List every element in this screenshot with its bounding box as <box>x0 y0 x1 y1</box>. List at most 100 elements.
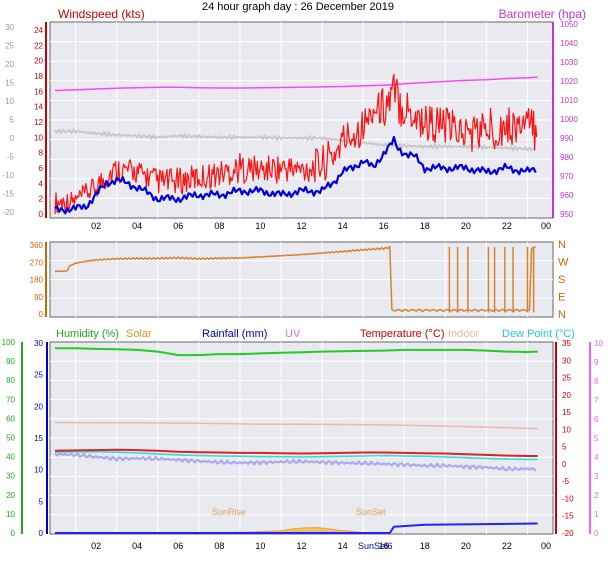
axis-tick-label: 30 <box>5 23 14 32</box>
axis-tick-label: 960 <box>560 191 574 200</box>
humidity-line <box>55 347 538 357</box>
x-tick-label: 00 <box>541 541 551 551</box>
axis-tick-label: 10 <box>5 97 14 106</box>
compass-label: S <box>558 274 565 286</box>
axis-tick-label: -15 <box>2 190 14 199</box>
x-tick-label: 18 <box>420 541 430 551</box>
rainfall-line <box>55 522 538 534</box>
humidity-grid <box>50 342 553 534</box>
x-tick-label: 04 <box>132 221 142 231</box>
windspeed-outer-axis: 30 25 20 15 10 5 0 -5 -10 -15 -20 <box>2 23 14 217</box>
axis-tick-label: 180 <box>30 276 44 285</box>
windspeed-grid <box>50 22 553 218</box>
legend-indoor: Indoor <box>448 328 480 340</box>
axis-tick-label: -5 <box>562 477 570 486</box>
apparent-line <box>54 452 537 472</box>
x-tick-label: 10 <box>255 541 265 551</box>
axis-tick-label: -15 <box>562 512 574 521</box>
axis-tick-label: 70 <box>6 395 15 404</box>
axis-tick-label: 35 <box>562 339 571 348</box>
axis-tick-label: 8 <box>594 377 599 386</box>
humidity-x-axis: 02 04 06 08 10 12 14 16 18 20 22 00 <box>91 541 551 551</box>
humidity-series <box>54 347 538 534</box>
sunset-tick-label: SunSet6 <box>358 541 393 551</box>
axis-tick-label: 980 <box>560 153 574 162</box>
axis-tick-label: 0 <box>562 460 567 469</box>
x-tick-label: 22 <box>502 221 512 231</box>
x-tick-label: 08 <box>214 221 224 231</box>
axis-tick-label: 1050 <box>560 20 578 29</box>
indoor-line <box>54 421 538 430</box>
direction-axis: 360 270 180 90 0 <box>30 241 47 319</box>
compass-label: N <box>558 309 566 321</box>
x-tick-label: 16 <box>379 221 389 231</box>
axis-tick-label: 16 <box>34 87 43 96</box>
axis-tick-label: 8 <box>39 149 44 158</box>
axis-tick-label: 950 <box>560 210 574 219</box>
axis-tick-label: 30 <box>6 472 15 481</box>
x-tick-label: 12 <box>296 221 306 231</box>
axis-tick-label: 14 <box>34 103 43 112</box>
page-title: 24 hour graph day : 26 December 2019 <box>202 1 394 13</box>
axis-tick-label: 0 <box>39 310 44 319</box>
axis-tick-label: 20 <box>6 491 15 500</box>
axis-tick-label: 24 <box>34 26 43 35</box>
axis-tick-label: 30 <box>562 356 571 365</box>
x-tick-label: 10 <box>255 221 265 231</box>
legend-uv: UV <box>285 328 301 340</box>
axis-tick-label: 18 <box>34 72 43 81</box>
axis-tick-label: 100 <box>2 338 16 347</box>
axis-tick-label: 10 <box>562 425 571 434</box>
axis-tick-label: 6 <box>39 164 44 173</box>
axis-tick-label: -10 <box>562 494 574 503</box>
x-tick-label: 14 <box>338 541 348 551</box>
axis-tick-label: 5 <box>562 443 567 452</box>
axis-tick-label: 10 <box>34 133 43 142</box>
x-tick-label: 02 <box>91 541 101 551</box>
dew-point-line <box>54 450 538 461</box>
axis-tick-label: 10 <box>6 510 15 519</box>
axis-tick-label: 60 <box>6 414 15 423</box>
axis-tick-label: 90 <box>6 357 15 366</box>
x-tick-label: 12 <box>296 541 306 551</box>
axis-tick-label: 4 <box>39 179 44 188</box>
axis-tick-label: 5 <box>39 497 44 506</box>
x-tick-label: 18 <box>420 221 430 231</box>
temperature-axis: 35 30 25 20 15 10 5 0 -5 -10 -15 -20 <box>555 339 574 538</box>
axis-tick-label: 30 <box>34 339 43 348</box>
legend-rainfall: Rainfall (mm) <box>202 328 267 340</box>
barometer-line <box>54 76 538 92</box>
x-tick-label: 20 <box>461 541 471 551</box>
axis-tick-label: 80 <box>6 376 15 385</box>
axis-tick-label: 12 <box>34 118 43 127</box>
average-windspeed-line <box>54 135 537 215</box>
sunset-label: SunSet <box>356 507 386 517</box>
pressure-trace-line <box>54 128 536 152</box>
x-tick-label: 08 <box>214 541 224 551</box>
axis-tick-label: 20 <box>562 391 571 400</box>
rainfall-axis: 30 25 20 15 10 5 0 <box>34 339 48 538</box>
barometer-axis: 1050 1040 1030 1020 1010 1000 990 980 970 960 950 <box>552 20 578 219</box>
axis-tick-label: 50 <box>6 434 15 443</box>
axis-tick-label: 990 <box>560 134 574 143</box>
direction-series <box>55 245 536 313</box>
legend-humidity: Humidity (%) <box>56 328 119 340</box>
x-tick-label: 06 <box>173 221 183 231</box>
x-tick-label: 00 <box>541 221 551 231</box>
windspeed-line <box>54 73 538 215</box>
axis-tick-label: 1030 <box>560 58 578 67</box>
x-tick-label: 16 <box>379 541 389 551</box>
x-tick-label: 06 <box>173 541 183 551</box>
axis-tick-label: 3 <box>594 472 599 481</box>
axis-tick-label: 15 <box>562 408 571 417</box>
windspeed-x-axis: 02 04 06 08 10 12 14 16 18 20 22 00 <box>91 221 551 231</box>
x-tick-label: 14 <box>338 221 348 231</box>
compass-label: N <box>558 239 566 251</box>
direction-line <box>55 245 536 313</box>
axis-tick-label: 5 <box>594 434 599 443</box>
axis-tick-label: 360 <box>30 241 44 250</box>
